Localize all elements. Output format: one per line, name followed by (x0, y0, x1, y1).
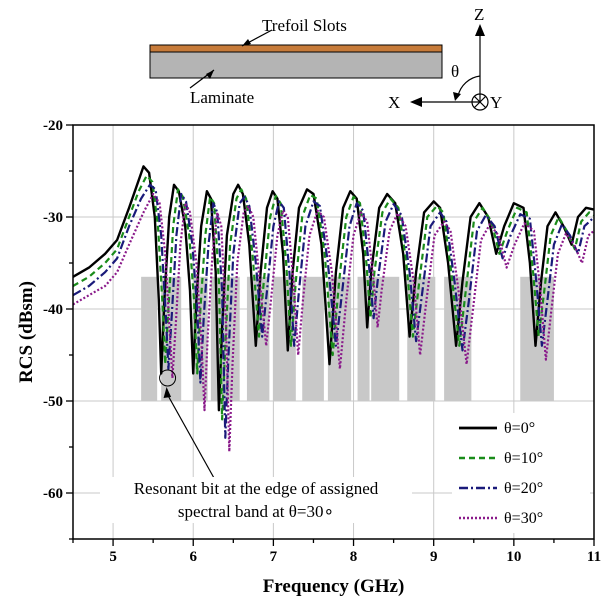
x-tick-label-11: 11 (587, 549, 601, 565)
y-tick-label-50: -50 (43, 394, 63, 410)
spectral-band-1 (141, 276, 158, 401)
y-axis-cross-b (474, 96, 486, 108)
x-axis-title: Frequency (GHz) (263, 576, 405, 597)
x-tick-label-9: 9 (430, 549, 438, 565)
legend-label-1: θ=0° (504, 420, 535, 437)
y-tick-label-60: -60 (43, 486, 63, 502)
annotation-text-background (100, 477, 412, 523)
rcs-plot: 5 6 7 8 9 10 11 -20 -30 -40 -50 -60 Frequency (GHz… (16, 118, 601, 597)
x-axis-arrowhead (410, 97, 422, 107)
y-axis-title: RCS (dBsm) (16, 281, 37, 383)
theta-symbol: θ (451, 62, 459, 81)
laminate-diagram: Trefoil Slots Laminate Z X Y θ (149, 5, 502, 112)
slots-pointer-arrowhead (242, 39, 251, 46)
x-tick-label-7: 7 (270, 549, 278, 565)
x-axis-label: X (388, 93, 400, 112)
x-tick-labels: 5 6 7 8 9 10 11 (109, 549, 601, 565)
legend-label-4: θ=30° (504, 510, 543, 527)
annotation-pointer-line (166, 392, 215, 479)
y-tick-label-40: -40 (43, 302, 63, 318)
annotation-line-2: spectral band at θ=30∘ (178, 502, 334, 521)
resonance-annotation: Resonant bit at the edge of assigned spe… (100, 369, 412, 523)
series-lines (72, 165, 595, 453)
legend-label-3: θ=20° (504, 480, 543, 497)
series-line-1 (72, 165, 595, 412)
series-line-3 (72, 183, 595, 439)
y-tick-labels: -20 -30 -40 -50 -60 (43, 118, 63, 502)
plot-frame (72, 124, 595, 540)
laminate-layer (149, 51, 443, 79)
z-axis-label: Z (474, 5, 484, 24)
z-axis-arrowhead (475, 24, 485, 36)
y-axis-symbol (471, 93, 489, 111)
spectral-band-7 (302, 276, 324, 401)
laminate-label: Laminate (190, 88, 254, 107)
annotation-line-1: Resonant bit at the edge of assigned (134, 479, 379, 498)
series-line-2 (72, 174, 595, 421)
annotation-circle (159, 369, 177, 387)
x-tick-label-10: 10 (506, 549, 521, 565)
legend-label-2: θ=10° (504, 450, 543, 467)
theta-arc-arrowhead (453, 92, 461, 101)
y-tick-label-30: -30 (43, 210, 63, 226)
axis-ticks (66, 124, 595, 546)
trefoil-slots-layer (149, 44, 443, 53)
laminate-pointer-arrowhead (206, 70, 214, 79)
x-tick-label-8: 8 (350, 549, 358, 565)
y-axis-label: Y (490, 93, 502, 112)
annotation-arrowhead (163, 387, 172, 398)
legend: θ=0° θ=10° θ=20° θ=30° (452, 413, 590, 533)
trefoil-slots-label: Trefoil Slots (262, 16, 347, 35)
theta-arc (457, 75, 481, 97)
x-tick-label-5: 5 (109, 549, 117, 565)
legend-background (452, 413, 590, 533)
x-tick-label-6: 6 (189, 549, 197, 565)
y-tick-label-20: -20 (43, 118, 63, 134)
series-line-4 (72, 192, 595, 453)
